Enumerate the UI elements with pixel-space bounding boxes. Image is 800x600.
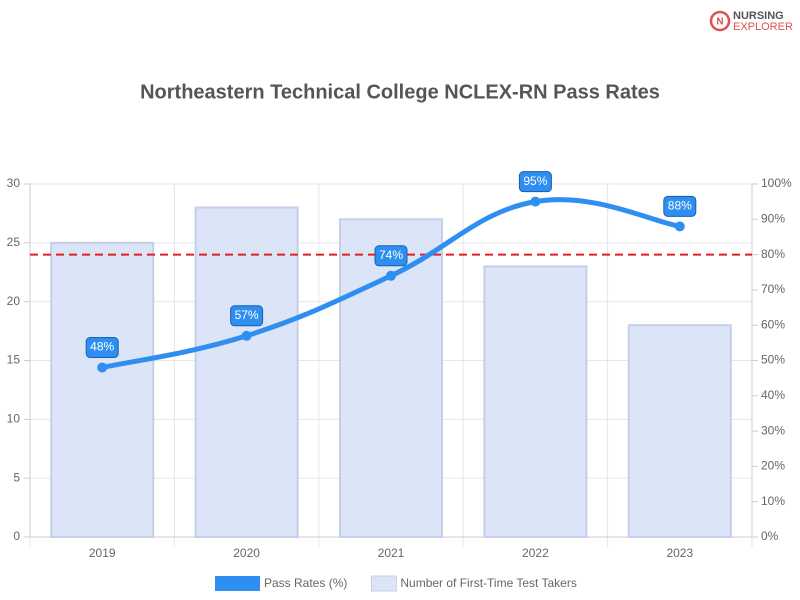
data-label: 74% (374, 245, 408, 267)
y-tick-label: 15 (7, 353, 21, 367)
y2-tick-label: 50% (761, 353, 785, 367)
y-tick-label: 25 (7, 235, 21, 249)
bar (50, 241, 155, 538)
data-label-box (374, 245, 408, 267)
y-tick-label: 30 (7, 176, 21, 190)
data-label-text: 57% (235, 308, 259, 322)
logo-icon (709, 10, 731, 32)
legend-swatch (370, 575, 397, 592)
data-label-text: 95% (523, 174, 547, 188)
x-tick-label: 2020 (233, 546, 260, 560)
x-tick-label: 2023 (666, 546, 693, 560)
y-tick-label: 5 (13, 470, 20, 484)
y2-tick-label: 30% (761, 423, 785, 437)
logo-letter: N (716, 17, 723, 28)
logo-line1: NURSING (733, 10, 784, 22)
data-label: 88% (663, 195, 697, 217)
y-tick-label: 10 (7, 412, 21, 426)
data-label-box (518, 171, 552, 193)
line-point (530, 196, 541, 207)
bar (194, 206, 299, 539)
line-point (386, 270, 396, 281)
data-label: 95% (518, 171, 552, 193)
x-tick-label: 2019 (89, 546, 116, 560)
data-label-text: 48% (90, 340, 114, 354)
data-label-text: 74% (379, 248, 403, 262)
data-label: 48% (85, 337, 119, 359)
data-label-box (230, 305, 264, 327)
y-tick-label: 0 (13, 529, 20, 543)
x-tick-label: 2022 (522, 546, 549, 560)
data-label: 57% (230, 305, 264, 327)
bar (339, 218, 443, 539)
logo-line2: EXPLORER (733, 21, 793, 33)
legend-swatch (215, 576, 260, 591)
y2-tick-label: 100% (761, 176, 792, 190)
brand-logo: N NURSING EXPLORER (709, 10, 793, 33)
y2-tick-label: 20% (761, 459, 785, 473)
y-tick-label: 20 (7, 294, 21, 308)
y2-tick-label: 90% (761, 211, 785, 225)
bar (627, 324, 732, 539)
y2-tick-label: 10% (761, 494, 785, 508)
bar (483, 265, 588, 538)
line-point (241, 330, 252, 341)
chart-title: Northeastern Technical College NCLEX-RN … (140, 81, 660, 103)
legend-label: Number of First-Time Test Takers (400, 576, 576, 590)
data-label-box (85, 337, 119, 359)
line-point (97, 362, 108, 373)
y2-tick-label: 80% (761, 247, 785, 261)
y2-tick-label: 60% (761, 317, 785, 331)
x-tick-label: 2021 (378, 546, 405, 560)
y2-tick-label: 40% (761, 388, 785, 402)
data-label-text: 88% (668, 199, 692, 213)
y2-tick-label: 0% (761, 529, 779, 543)
legend-label: Pass Rates (%) (264, 576, 347, 590)
y2-tick-label: 70% (761, 282, 785, 296)
line-point (674, 221, 685, 232)
data-label-box (663, 195, 697, 217)
